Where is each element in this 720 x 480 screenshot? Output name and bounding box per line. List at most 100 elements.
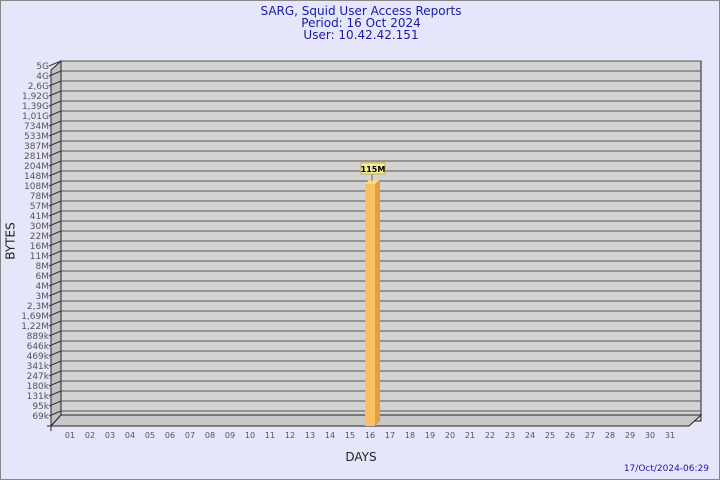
- x-tick-label: 26: [565, 431, 575, 440]
- grid-side-line: [48, 120, 62, 127]
- x-tick-label: 28: [605, 431, 615, 440]
- y-tick-label: 148M: [24, 172, 49, 182]
- grid-side-line: [48, 340, 62, 347]
- y-tick-label: 2,3M: [27, 302, 49, 312]
- y-tick-label: 22M: [30, 232, 49, 242]
- y-tick-label: 2,6G: [28, 82, 49, 92]
- x-tick-label: 30: [645, 431, 655, 440]
- y-tick-label: 646k: [27, 342, 50, 352]
- y-tick-label: 889k: [27, 332, 50, 342]
- y-tick-label: 281M: [24, 152, 49, 162]
- chart-user: User: 10.42.42.151: [303, 28, 419, 42]
- x-tick-label: 05: [145, 431, 155, 440]
- x-tick-label: 10: [245, 431, 255, 440]
- x-tick-label: 09: [225, 431, 235, 440]
- y-tick-label: 734M: [24, 122, 49, 132]
- data-label-text: 115M: [361, 165, 386, 174]
- y-tick-label: 108M: [24, 182, 49, 192]
- data-label-box: [360, 162, 386, 175]
- y-tick-label: 1,01G: [22, 112, 49, 122]
- y-tick-label: 4G: [36, 72, 49, 82]
- y-tick-label: 387M: [24, 142, 49, 152]
- y-axis-label: BYTES: [4, 222, 18, 259]
- y-tick-label: 4M: [36, 282, 50, 292]
- grid-side-line: [48, 250, 62, 257]
- x-tick-label: 14: [325, 431, 335, 440]
- y-tick-label: 8M: [36, 262, 50, 272]
- grid-side-line: [48, 130, 62, 137]
- y-tick-label: 16M: [30, 242, 49, 252]
- x-tick-label: 02: [85, 431, 95, 440]
- grid-side-line: [48, 400, 62, 407]
- x-tick-label: 18: [405, 431, 415, 440]
- x-tick-label: 23: [505, 431, 515, 440]
- x-tick-label: 07: [185, 431, 195, 440]
- grid-side-line: [48, 80, 62, 87]
- x-tick-label: 11: [265, 431, 275, 440]
- x-axis-label: DAYS: [345, 450, 376, 464]
- x-tick-label: 31: [665, 431, 675, 440]
- grid-side-line: [48, 300, 62, 307]
- y-tick-label: 78M: [30, 192, 49, 202]
- y-tick-label: 469k: [27, 352, 50, 362]
- y-tick-label: 131k: [27, 392, 50, 402]
- y-tick-label: 3M: [36, 292, 50, 302]
- x-tick-label: 19: [425, 431, 435, 440]
- chart-period: Period: 16 Oct 2024: [301, 16, 421, 30]
- y-tick-label: 1,22M: [21, 322, 49, 332]
- grid-side-line: [48, 410, 62, 417]
- grid-side-line: [48, 190, 62, 197]
- grid-side-line: [48, 280, 62, 287]
- grid-side-line: [48, 360, 62, 367]
- grid-side-line: [48, 150, 62, 157]
- grid-side-line: [48, 290, 62, 297]
- grid-side-line: [48, 380, 62, 387]
- y-tick-label: 533M: [24, 132, 49, 142]
- grid-side-line: [48, 200, 62, 207]
- x-tick-label: 16: [365, 431, 375, 440]
- y-tick-label: 1,39G: [22, 102, 49, 112]
- grid-side-line: [48, 370, 62, 377]
- x-tick-label: 24: [525, 431, 535, 440]
- x-tick-label: 08: [205, 431, 215, 440]
- x-tick-label: 29: [625, 431, 635, 440]
- y-tick-label: 6M: [36, 272, 50, 282]
- grid-side-line: [48, 210, 62, 217]
- bar-side-16: [375, 178, 380, 426]
- y-tick-label: 5G: [36, 62, 49, 72]
- x-tick-label: 27: [585, 431, 595, 440]
- y-tick-label: 204M: [24, 162, 49, 172]
- grid-side-line: [48, 220, 62, 227]
- y-tick-label: 341k: [27, 362, 50, 372]
- grid-side-line: [48, 160, 62, 167]
- x-tick-label: 17: [385, 431, 395, 440]
- x-tick-label: 04: [125, 431, 135, 440]
- chart-title: SARG, Squid User Access Reports: [260, 4, 462, 18]
- grid-side-line: [48, 140, 62, 147]
- grid-side-line: [48, 230, 62, 237]
- grid-side-line: [48, 60, 62, 67]
- grid-side-line: [48, 330, 62, 337]
- x-tick-label: 12: [285, 431, 295, 440]
- grid-side-line: [48, 240, 62, 247]
- grid-side-line: [48, 350, 62, 357]
- grid-side-line: [48, 110, 62, 117]
- y-tick-label: 57M: [30, 202, 49, 212]
- x-tick-label: 06: [165, 431, 175, 440]
- x-tick-label: 22: [485, 431, 495, 440]
- grid-side-line: [48, 90, 62, 97]
- grid-side-line: [48, 310, 62, 317]
- x-tick-label: 21: [465, 431, 475, 440]
- grid-side-line: [48, 170, 62, 177]
- grid-side-line: [48, 270, 62, 277]
- bar-day-16: [365, 183, 375, 426]
- y-tick-label: 30M: [30, 222, 49, 232]
- bar-top-16: [365, 178, 380, 184]
- y-tick-label: 1,92G: [22, 92, 49, 102]
- grid-side-line: [48, 100, 62, 107]
- y-tick-label: 180k: [27, 382, 50, 392]
- timestamp: 17/Oct/2024-06:29: [624, 464, 709, 474]
- x-tick-label: 20: [445, 431, 455, 440]
- y-tick-label: 11M: [30, 252, 49, 262]
